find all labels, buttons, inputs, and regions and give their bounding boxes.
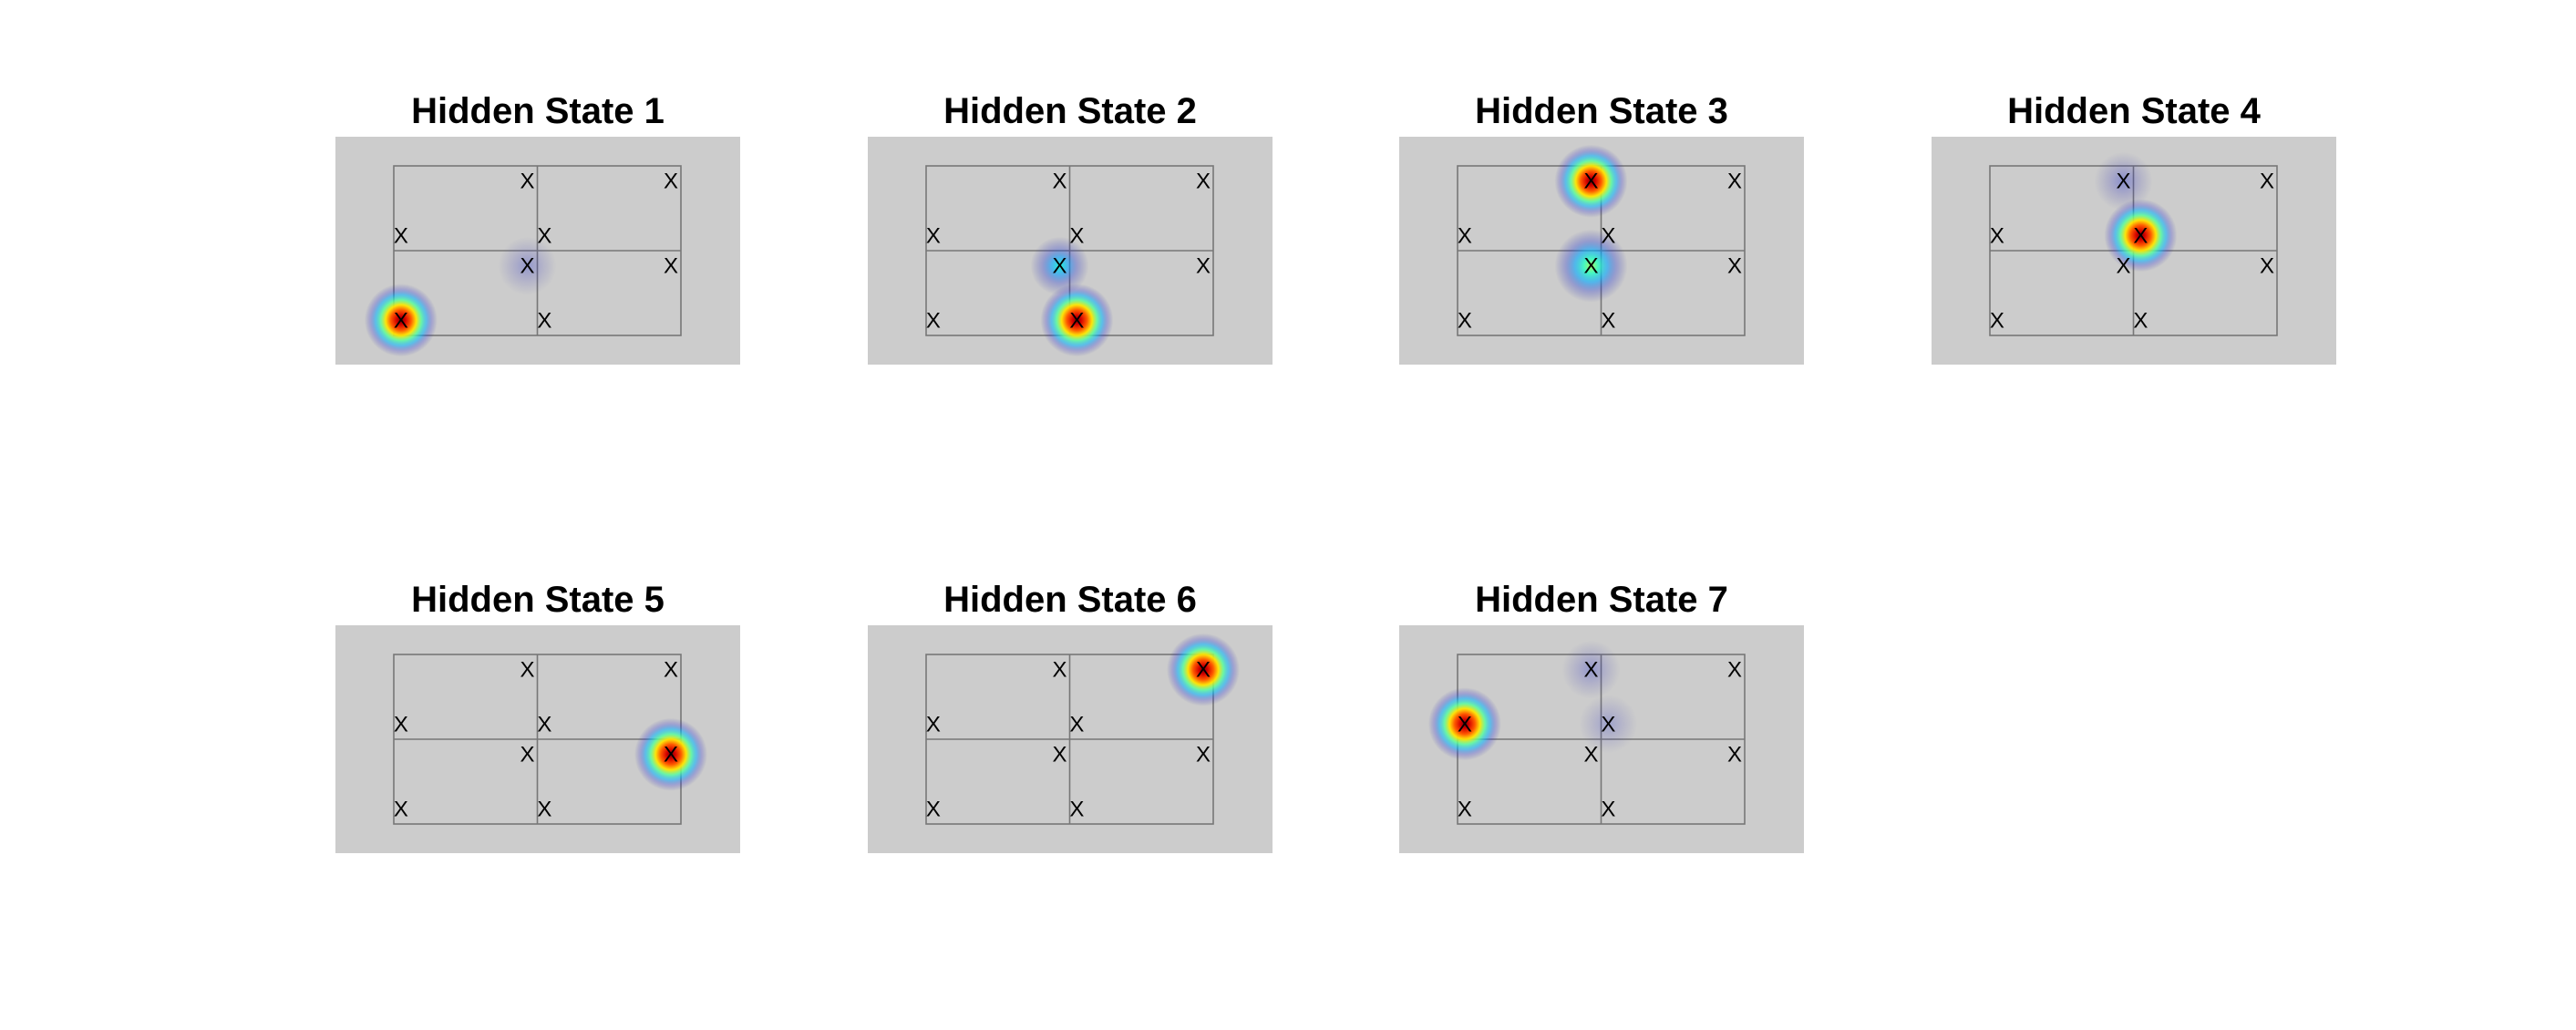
x-marker: X: [1052, 658, 1066, 683]
x-marker: X: [1458, 797, 1472, 821]
x-marker: X: [2116, 170, 2130, 194]
x-marker: X: [520, 658, 534, 683]
x-marker: X: [1052, 170, 1066, 194]
x-marker: X: [1583, 254, 1598, 279]
x-marker: X: [1052, 254, 1066, 279]
x-marker: X: [1458, 223, 1472, 248]
x-marker: X: [664, 743, 678, 767]
x-marker: X: [537, 797, 551, 821]
subplot-title: Hidden State 1: [411, 91, 665, 131]
x-marker: X: [520, 170, 534, 194]
heatmap-plot: X XX XX XX X: [868, 137, 1273, 365]
heat-blob: [2094, 151, 2153, 211]
x-marker: X: [926, 797, 941, 821]
x-marker: X: [1458, 712, 1472, 736]
heat-blob: [634, 717, 707, 791]
x-marker: X: [2133, 308, 2148, 333]
heat-blob: [498, 236, 557, 295]
heatmap-plot: X XX XX XX X: [1399, 137, 1804, 365]
x-marker: X: [394, 712, 408, 736]
x-marker: X: [537, 223, 551, 248]
subplot-title: Hidden State 6: [943, 580, 1197, 620]
heat-blob: [1579, 695, 1638, 754]
heat-blob: [364, 283, 438, 357]
x-marker: X: [1601, 712, 1615, 736]
x-marker: X: [520, 743, 534, 767]
x-marker: X: [2260, 170, 2274, 194]
x-marker: X: [394, 308, 408, 333]
heat-blob: [2104, 199, 2178, 273]
heatmap-plot: X XX XX XX X: [335, 625, 740, 853]
x-marker: X: [1052, 743, 1066, 767]
x-marker: X: [664, 254, 678, 279]
x-marker: X: [1069, 223, 1084, 248]
heatmap-plot: X XX XX XX X: [1399, 625, 1804, 853]
heat-blob: [1554, 144, 1628, 218]
x-marker: X: [537, 308, 551, 333]
x-marker: X: [1196, 658, 1211, 683]
x-marker: X: [1990, 308, 2004, 333]
heat-blob: [1561, 640, 1621, 699]
x-marker: X: [537, 712, 551, 736]
x-marker: X: [1196, 170, 1211, 194]
subplot-title: Hidden State 5: [411, 580, 665, 620]
heat-blob: [1030, 236, 1089, 295]
x-marker: X: [1601, 797, 1615, 821]
x-marker: X: [1990, 223, 2004, 248]
x-marker: X: [1069, 308, 1084, 333]
subplot-title: Hidden State 2: [943, 91, 1197, 131]
x-marker: X: [2133, 223, 2148, 248]
x-marker: X: [1583, 658, 1598, 683]
x-marker: X: [1601, 223, 1615, 248]
x-marker: X: [926, 223, 941, 248]
subplot-title: Hidden State 7: [1475, 580, 1728, 620]
x-marker: X: [394, 223, 408, 248]
x-marker: X: [2260, 254, 2274, 279]
room-grid: [925, 654, 1214, 825]
x-marker: X: [394, 797, 408, 821]
x-marker: X: [2116, 254, 2130, 279]
x-marker: X: [664, 658, 678, 683]
x-marker: X: [1727, 743, 1742, 767]
x-marker: X: [1583, 170, 1598, 194]
heatmap-plot: X XX XX XX X: [1932, 137, 2336, 365]
x-marker: X: [1458, 308, 1472, 333]
x-marker: X: [1069, 712, 1084, 736]
x-marker: X: [1601, 308, 1615, 333]
x-marker: X: [926, 712, 941, 736]
x-marker: X: [520, 254, 534, 279]
x-marker: X: [1727, 170, 1742, 194]
heat-blob: [1040, 283, 1114, 357]
x-marker: X: [926, 308, 941, 333]
heatmap-plot: X XX XX XX X: [868, 625, 1273, 853]
subplot-title: Hidden State 3: [1475, 91, 1728, 131]
x-marker: X: [1727, 658, 1742, 683]
subplot-title: Hidden State 4: [2007, 91, 2261, 131]
x-marker: X: [1583, 743, 1598, 767]
x-marker: X: [1069, 797, 1084, 821]
heatmap-plot: X XX XX XX X: [335, 137, 740, 365]
heat-blob: [1427, 687, 1501, 761]
x-marker: X: [1727, 254, 1742, 279]
heat-blob: [1166, 633, 1240, 706]
x-marker: X: [1196, 743, 1211, 767]
heat-blob: [1554, 229, 1628, 303]
x-marker: X: [1196, 254, 1211, 279]
x-marker: X: [664, 170, 678, 194]
